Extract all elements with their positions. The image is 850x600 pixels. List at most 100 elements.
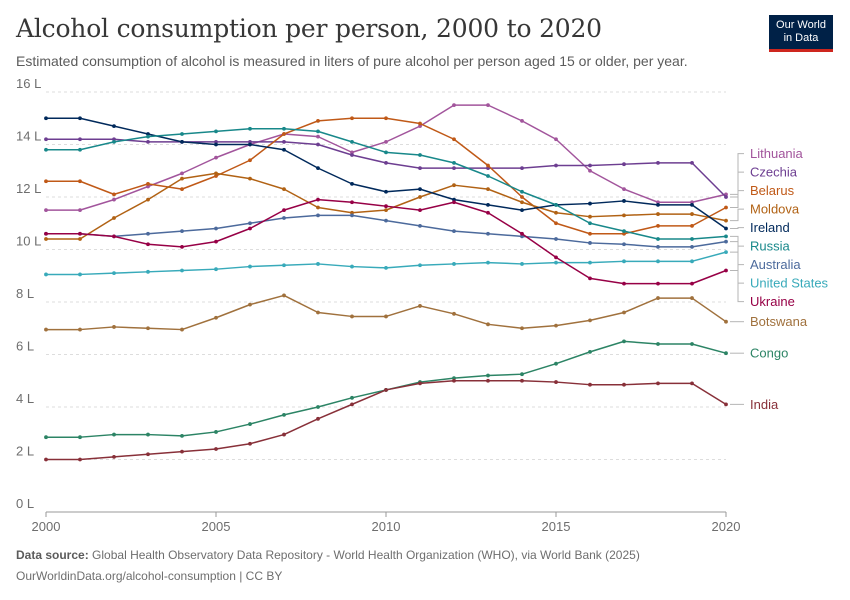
data-point-moldova — [112, 216, 116, 220]
data-point-ukraine — [486, 210, 490, 215]
data-point-botswana — [418, 304, 422, 308]
logo-accent-bar — [769, 49, 833, 52]
data-point-australia — [554, 237, 558, 241]
data-point-moldova — [180, 176, 184, 181]
y-axis-ticks: 0 L 2 L 4 L 6 L 8 L 10 L 12 L 14 L 16 L — [16, 76, 41, 511]
owid-logo[interactable]: Our World in Data — [769, 15, 833, 52]
data-point-botswana — [44, 327, 48, 332]
series-label-india[interactable]: India — [750, 397, 779, 412]
data-point-moldova — [146, 197, 150, 202]
data-point-belarus — [316, 118, 320, 123]
data-point-united-states — [112, 271, 116, 276]
data-point-ukraine — [282, 208, 286, 213]
data-point-india — [554, 380, 558, 384]
data-point-australia — [486, 231, 490, 236]
data-point-australia — [350, 213, 354, 218]
data-point-india — [588, 382, 592, 387]
data-point-czechia — [44, 137, 48, 142]
data-point-ireland — [282, 147, 286, 152]
data-point-india — [384, 388, 388, 392]
data-point-united-states — [146, 269, 150, 274]
label-connector-czechia — [730, 171, 744, 198]
data-point-india — [452, 378, 456, 383]
data-point-ukraine — [418, 208, 422, 213]
data-point-ireland — [724, 226, 728, 231]
data-point-czechia — [520, 166, 524, 171]
data-point-united-states — [486, 260, 490, 265]
data-point-united-states — [724, 250, 728, 255]
series-label-ukraine[interactable]: Ukraine — [750, 294, 795, 309]
data-point-botswana — [622, 310, 626, 315]
data-point-ukraine — [146, 242, 150, 247]
data-point-czechia — [418, 166, 422, 171]
series-label-moldova[interactable]: Moldova — [750, 202, 800, 217]
data-point-india — [724, 402, 728, 407]
data-point-botswana — [656, 296, 660, 300]
data-point-belarus — [180, 187, 184, 192]
data-point-united-states — [520, 262, 524, 266]
data-point-belarus — [622, 231, 626, 236]
data-point-belarus — [486, 163, 490, 168]
series-label-congo[interactable]: Congo — [750, 346, 788, 361]
data-point-lithuania — [554, 137, 558, 142]
data-point-australia — [588, 241, 592, 245]
data-point-congo — [350, 395, 354, 400]
data-point-belarus — [656, 223, 660, 228]
data-point-lithuania — [44, 208, 48, 213]
grid-lines — [46, 91, 726, 513]
data-point-india — [418, 381, 422, 386]
data-point-ireland — [78, 116, 82, 121]
data-point-russia — [316, 129, 320, 134]
data-point-russia — [622, 229, 626, 234]
data-point-australia — [520, 234, 524, 239]
data-point-ukraine — [452, 200, 456, 205]
data-point-botswana — [588, 318, 592, 323]
data-point-australia — [180, 229, 184, 234]
data-point-moldova — [520, 200, 524, 205]
label-connector-australia — [730, 241, 744, 266]
data-point-ukraine — [248, 226, 252, 231]
data-point-united-states — [214, 267, 218, 272]
data-point-australia — [316, 213, 320, 218]
data-point-australia — [146, 231, 150, 236]
data-point-belarus — [282, 132, 286, 136]
data-point-lithuania — [350, 150, 354, 155]
series-label-lithuania[interactable]: Lithuania — [750, 146, 804, 161]
data-point-ireland — [520, 208, 524, 213]
series-line-india[interactable] — [46, 380, 727, 461]
data-point-ukraine — [214, 239, 218, 244]
series-label-ireland[interactable]: Ireland — [750, 220, 790, 235]
data-point-russia — [112, 139, 116, 144]
data-point-czechia — [622, 162, 626, 167]
series-label-belarus[interactable]: Belarus — [750, 183, 795, 198]
data-point-moldova — [44, 237, 48, 241]
data-point-czechia — [588, 163, 592, 168]
data-source-text: Global Health Observatory Data Repositor… — [92, 548, 640, 562]
series-label-united-states[interactable]: United States — [750, 276, 829, 291]
data-point-belarus — [418, 121, 422, 126]
data-point-india — [180, 449, 184, 454]
series-label-russia[interactable]: Russia — [750, 239, 791, 254]
series-label-botswana[interactable]: Botswana — [750, 314, 808, 329]
data-point-congo — [214, 430, 218, 434]
data-point-botswana — [724, 319, 728, 324]
series-label-czechia[interactable]: Czechia — [750, 165, 798, 180]
data-point-belarus — [248, 158, 252, 163]
data-point-congo — [146, 432, 150, 437]
data-point-australia — [418, 223, 422, 228]
series-line-lithuania[interactable] — [46, 104, 727, 211]
x-tick-label: 2005 — [202, 519, 231, 534]
label-connector-ireland — [730, 227, 744, 229]
data-point-india — [350, 402, 354, 407]
data-point-congo — [282, 412, 286, 417]
data-point-australia — [282, 216, 286, 220]
data-point-india — [622, 382, 626, 387]
data-point-ukraine — [724, 268, 728, 273]
url-license[interactable]: OurWorldinData.org/alcohol-consumption |… — [16, 569, 283, 583]
data-point-united-states — [588, 260, 592, 265]
data-point-lithuania — [78, 208, 82, 213]
y-tick-label: 4 L — [16, 391, 34, 406]
data-point-botswana — [180, 327, 184, 332]
data-point-moldova — [554, 210, 558, 215]
series-label-australia[interactable]: Australia — [750, 257, 801, 272]
